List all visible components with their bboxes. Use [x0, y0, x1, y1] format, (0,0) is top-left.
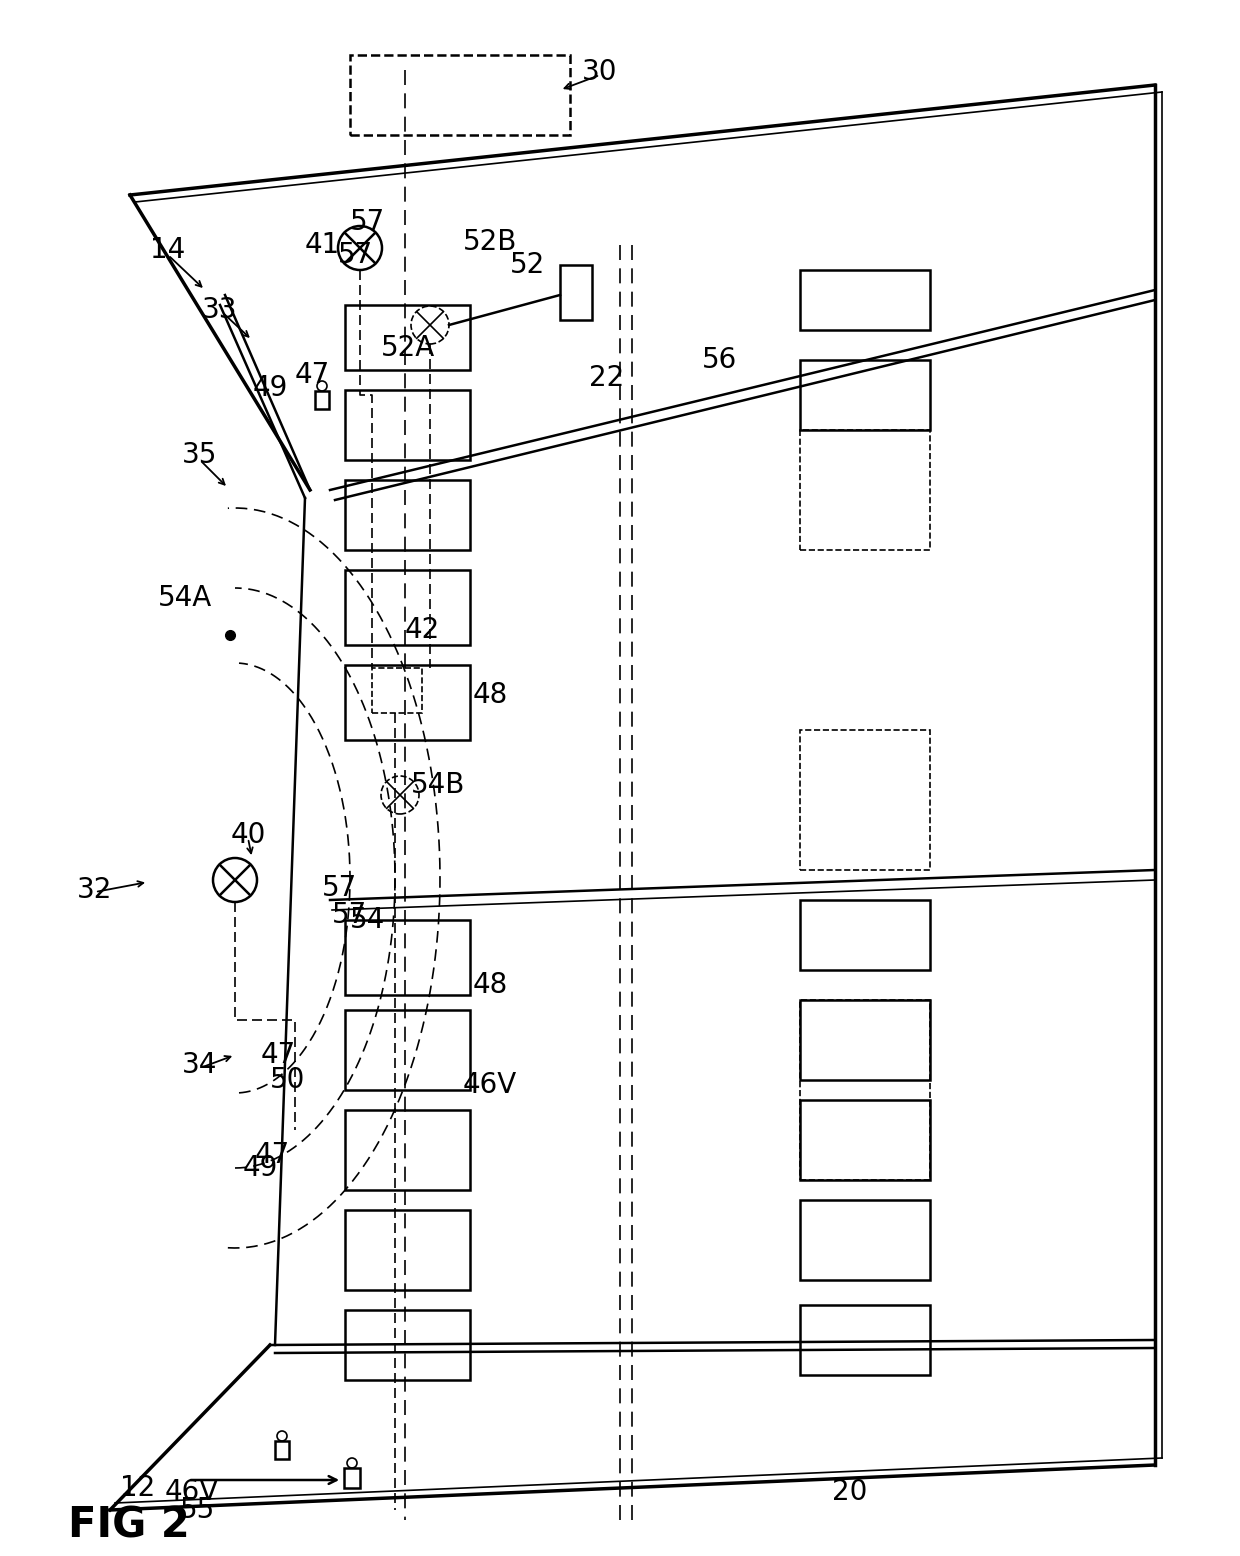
- Text: 46V: 46V: [165, 1478, 219, 1506]
- Bar: [345, 1310, 470, 1380]
- Text: 20: 20: [832, 1478, 868, 1506]
- Text: 54A: 54A: [157, 584, 212, 612]
- Text: 14: 14: [150, 237, 186, 265]
- Text: 33: 33: [202, 296, 238, 324]
- Bar: [800, 1200, 930, 1281]
- Bar: [345, 1211, 470, 1290]
- Text: 52B: 52B: [463, 229, 517, 257]
- Text: 54: 54: [351, 906, 386, 934]
- Text: 57: 57: [322, 874, 357, 902]
- Bar: [560, 265, 591, 321]
- Bar: [800, 271, 930, 330]
- Text: 57: 57: [332, 901, 367, 929]
- Bar: [800, 359, 930, 429]
- Bar: [345, 1010, 470, 1091]
- Bar: [345, 920, 470, 994]
- Bar: [345, 391, 470, 461]
- Text: 32: 32: [77, 876, 113, 904]
- Bar: [800, 1001, 930, 1080]
- Text: FIG 2: FIG 2: [68, 1505, 190, 1547]
- Text: 52: 52: [511, 251, 546, 279]
- Text: 30: 30: [583, 58, 618, 86]
- Text: 52A: 52A: [381, 335, 435, 363]
- Bar: [275, 1441, 289, 1460]
- Bar: [345, 1109, 470, 1190]
- Bar: [345, 569, 470, 646]
- Text: 48: 48: [472, 682, 507, 710]
- Bar: [800, 429, 930, 549]
- Bar: [350, 54, 570, 135]
- Text: 55: 55: [180, 1495, 216, 1523]
- Bar: [372, 668, 422, 713]
- Text: 49: 49: [242, 1155, 278, 1183]
- Text: 56: 56: [702, 345, 738, 373]
- Text: 40: 40: [231, 822, 265, 850]
- Text: 46V: 46V: [463, 1071, 517, 1099]
- Text: 57: 57: [351, 209, 386, 237]
- Bar: [800, 730, 930, 870]
- Bar: [343, 1467, 360, 1488]
- Text: 48: 48: [472, 971, 507, 999]
- Text: 47: 47: [254, 1141, 290, 1169]
- Bar: [800, 899, 930, 969]
- Text: 47: 47: [294, 361, 330, 389]
- Bar: [345, 305, 470, 370]
- Text: 42: 42: [404, 616, 440, 644]
- Text: 49: 49: [252, 373, 288, 401]
- Bar: [345, 664, 470, 741]
- Bar: [345, 479, 470, 549]
- Text: 41: 41: [304, 230, 340, 258]
- Text: 47: 47: [260, 1041, 295, 1069]
- Text: 34: 34: [182, 1050, 218, 1078]
- Text: 57: 57: [339, 241, 373, 269]
- Bar: [315, 391, 329, 409]
- Bar: [800, 1001, 930, 1179]
- Text: 54B: 54B: [410, 772, 465, 798]
- Bar: [800, 1305, 930, 1376]
- Text: 35: 35: [182, 440, 218, 468]
- Text: 22: 22: [589, 364, 625, 392]
- Text: 12: 12: [120, 1474, 156, 1502]
- Text: 50: 50: [270, 1066, 306, 1094]
- Bar: [800, 1100, 930, 1179]
